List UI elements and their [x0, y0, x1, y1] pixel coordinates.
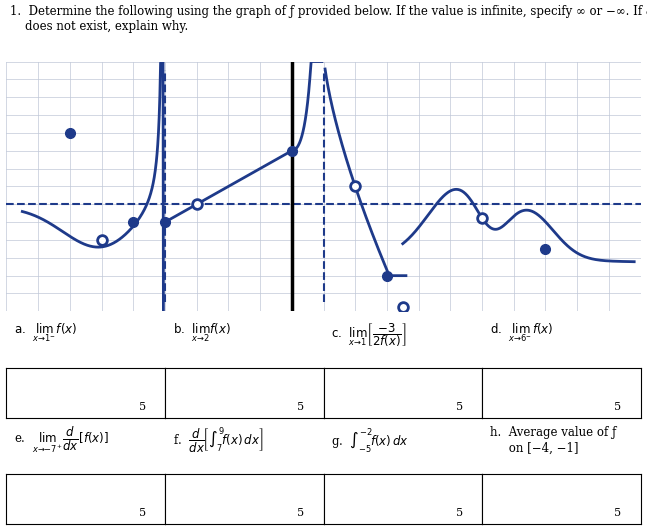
- Text: b.  $\lim_{x\to2} f(x)$: b. $\lim_{x\to2} f(x)$: [173, 322, 231, 344]
- Text: 5: 5: [298, 508, 305, 518]
- Text: h.  Average value of ƒ
     on [−4, −1]: h. Average value of ƒ on [−4, −1]: [490, 426, 617, 454]
- Text: a.  $\lim_{x\to1^{-}} f(x)$: a. $\lim_{x\to1^{-}} f(x)$: [14, 322, 78, 344]
- Text: g.  $\int_{-5}^{-2}\!f(x)\,dx$: g. $\int_{-5}^{-2}\!f(x)\,dx$: [331, 426, 410, 455]
- Text: f.  $\dfrac{d}{dx}\!\left[\int_{7}^{9}\!f(x)\,dx\right]$: f. $\dfrac{d}{dx}\!\left[\int_{7}^{9}\!f…: [173, 426, 263, 457]
- Text: 5: 5: [456, 402, 463, 412]
- Text: 1.  Determine the following using the graph of ƒ provided below. If the value is: 1. Determine the following using the gra…: [10, 5, 647, 33]
- Text: d.  $\lim_{x\to6^{-}} f(x)$: d. $\lim_{x\to6^{-}} f(x)$: [490, 322, 553, 344]
- Text: 5: 5: [298, 402, 305, 412]
- Text: c.  $\lim_{x\to1} \left[\dfrac{-3}{2f(x)}\right]$: c. $\lim_{x\to1} \left[\dfrac{-3}{2f(x)}…: [331, 322, 407, 349]
- Text: 5: 5: [139, 508, 146, 518]
- Text: 5: 5: [615, 402, 622, 412]
- Text: 5: 5: [456, 508, 463, 518]
- Text: 5: 5: [615, 508, 622, 518]
- Text: 5: 5: [139, 402, 146, 412]
- Text: e.  $\lim_{x\to-7^{+}} \dfrac{d}{dx}\left[f(x)\right]$: e. $\lim_{x\to-7^{+}} \dfrac{d}{dx}\left…: [14, 426, 109, 455]
